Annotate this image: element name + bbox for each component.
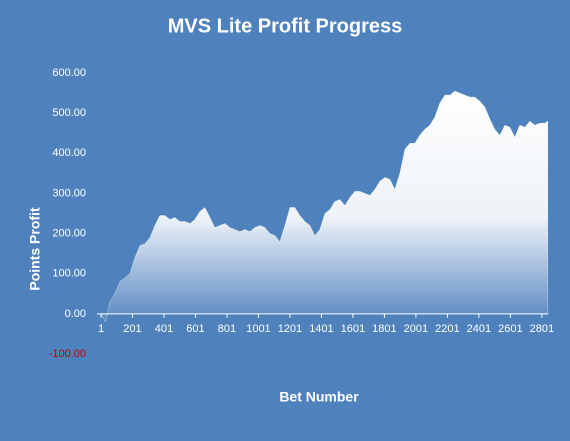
x-tick-label: 2001 bbox=[404, 323, 428, 335]
y-axis-label: Points Profit bbox=[27, 207, 43, 291]
x-tick-label: 1801 bbox=[372, 323, 396, 335]
x-tick-label: 1601 bbox=[341, 323, 365, 335]
x-tick-label: 601 bbox=[186, 323, 204, 335]
y-tick-label: 100.00 bbox=[52, 268, 86, 280]
y-tick-label: 600.00 bbox=[52, 67, 86, 79]
y-tick-label: 500.00 bbox=[52, 107, 86, 119]
x-tick-label: 2801 bbox=[530, 323, 554, 335]
x-tick-label: 1001 bbox=[246, 323, 270, 335]
area bbox=[100, 90, 549, 323]
x-tick-label: 2201 bbox=[435, 323, 459, 335]
y-tick-label: -100.00 bbox=[49, 348, 86, 360]
x-tick-label: 801 bbox=[218, 323, 236, 335]
chart-title: MVS Lite Profit Progress bbox=[168, 15, 403, 37]
y-tick-label: 200.00 bbox=[52, 227, 86, 239]
x-tick-label: 2601 bbox=[498, 323, 522, 335]
x-tick-label: 1 bbox=[98, 323, 104, 335]
y-tick-label: 0.00 bbox=[65, 308, 86, 320]
x-tick-label: 401 bbox=[155, 323, 173, 335]
y-tick-label: 300.00 bbox=[52, 187, 86, 199]
x-tick-label: 2401 bbox=[467, 323, 491, 335]
x-tick-label: 1201 bbox=[278, 323, 302, 335]
y-tick-label: 400.00 bbox=[52, 147, 86, 159]
x-axis-label: Bet Number bbox=[279, 389, 359, 405]
x-tick-label: 201 bbox=[123, 323, 141, 335]
x-tick-label: 1401 bbox=[309, 323, 333, 335]
